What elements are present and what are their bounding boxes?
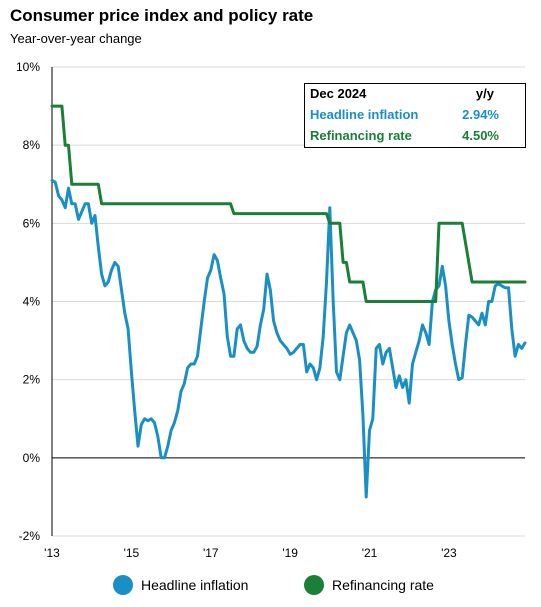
latest-refinancing-row: Refinancing rate 4.50% [310, 126, 519, 146]
latest-values-header: Dec 2024 y/y [310, 84, 519, 104]
latest-values-date: Dec 2024 [310, 86, 367, 101]
x-tick-label: '15 [124, 546, 140, 560]
y-tick-label: 8% [23, 138, 41, 152]
x-tick-label: '19 [282, 546, 298, 560]
x-tick-label: '13 [44, 546, 60, 560]
y-tick-label: 0% [23, 451, 41, 465]
line-chart: -2% 0% 2% 4% 6% 8% 10% '13 '15 '17 '19 '21 '23 [16, 60, 527, 560]
latest-headline-row: Headline inflation 2.94% [310, 105, 519, 125]
chart-legend: Headline inflation Refinancing rate [0, 575, 541, 599]
y-tick-label: 6% [23, 216, 41, 230]
legend-item-headline: Headline inflation [113, 575, 248, 595]
y-tick-label: 2% [23, 373, 41, 387]
y-tick-label: 4% [23, 295, 41, 309]
legend-item-refinancing: Refinancing rate [304, 575, 434, 595]
latest-refinancing-value: 4.50% [462, 128, 499, 143]
latest-refinancing-label: Refinancing rate [310, 128, 412, 143]
latest-values-box: Dec 2024 y/y Headline inflation 2.94% Re… [304, 83, 526, 148]
y-tick-label: -2% [19, 529, 41, 543]
x-tick-label: '17 [203, 546, 219, 560]
refinancing-rate-line [50, 104, 527, 303]
chart-title: Consumer price index and policy rate [10, 6, 314, 25]
legend-marker-refinancing [304, 575, 324, 595]
legend-marker-headline [113, 575, 133, 595]
chart-subtitle: Year-over-year change [10, 31, 142, 46]
x-tick-label: '23 [441, 546, 457, 560]
latest-headline-label: Headline inflation [310, 107, 419, 122]
headline-inflation-line [50, 178, 527, 499]
legend-label-headline: Headline inflation [141, 577, 249, 593]
legend-label-refinancing: Refinancing rate [332, 577, 434, 593]
y-tick-label: 10% [16, 60, 40, 74]
latest-headline-value: 2.94% [462, 107, 499, 122]
latest-values-period: y/y [475, 86, 494, 101]
x-tick-label: '21 [362, 546, 378, 560]
